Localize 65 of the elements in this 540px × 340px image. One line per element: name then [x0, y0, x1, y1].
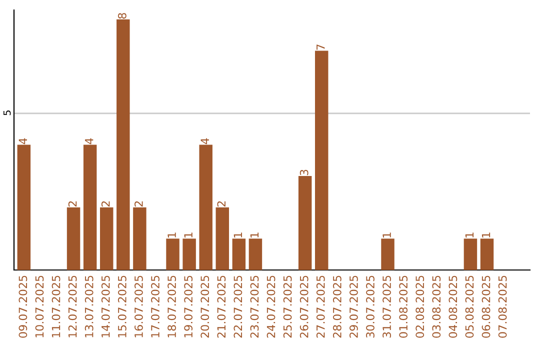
data-label: 1 — [465, 232, 474, 238]
y-tick-label: 5 — [4, 110, 11, 116]
x-tick-label: 27.07.2025 — [316, 276, 325, 338]
x-tick-label: 29.07.2025 — [350, 276, 358, 338]
data-label: 4 — [85, 138, 94, 144]
bar — [315, 50, 328, 270]
x-tick-label: 23.07.2025 — [250, 276, 259, 338]
data-label: 3 — [300, 170, 308, 176]
x-tick-label: 10.07.2025 — [35, 276, 44, 338]
bar — [83, 144, 97, 270]
x-tick-label: 04.08.2025 — [448, 276, 458, 338]
x-tick-label: 12.07.2025 — [68, 276, 77, 338]
x-tick-label: 17.07.2025 — [151, 276, 160, 338]
x-tick-label: 11.07.2025 — [52, 276, 60, 338]
x-tick-label: 07.08.2025 — [498, 276, 507, 338]
x-tick-label: 09.07.2025 — [18, 276, 28, 338]
x-tick-label: 21.07.2025 — [217, 276, 226, 338]
bar — [216, 207, 229, 270]
bar — [133, 207, 146, 270]
bar — [232, 238, 246, 270]
bar — [66, 207, 80, 270]
bar — [298, 176, 312, 270]
data-label: 1 — [250, 232, 259, 238]
x-tick-label: 03.08.2025 — [432, 276, 441, 338]
bar — [248, 238, 262, 270]
bar — [464, 238, 478, 270]
x-tick-label: 28.07.2025 — [332, 276, 342, 338]
data-label: 1 — [382, 232, 391, 238]
x-tick-label: 31.07.2025 — [382, 276, 391, 338]
x-tick-label: 15.07.2025 — [118, 276, 126, 338]
x-tick-label: 25.07.2025 — [283, 276, 292, 338]
data-label: 2 — [134, 201, 143, 207]
data-label: 2 — [68, 201, 77, 207]
bar — [116, 19, 130, 270]
data-label: 1 — [168, 232, 176, 238]
x-tick-label: 05.08.2025 — [465, 276, 474, 338]
data-label: 1 — [184, 232, 192, 238]
bar — [100, 207, 114, 270]
x-tick-label: 13.07.2025 — [84, 276, 94, 338]
x-tick-label: 20.07.2025 — [200, 276, 210, 338]
bar — [199, 144, 212, 270]
data-label: 4 — [18, 138, 27, 144]
bar — [17, 144, 31, 270]
x-tick-label: 18.07.2025 — [168, 276, 176, 338]
bar — [182, 238, 196, 270]
data-label: 7 — [316, 44, 325, 50]
bar — [381, 238, 394, 270]
bar — [166, 238, 180, 270]
x-tick-label: 19.07.2025 — [184, 276, 193, 338]
x-tick-label: 06.08.2025 — [482, 276, 490, 338]
x-tick-label: 30.07.2025 — [366, 276, 374, 338]
x-tick-label: 16.07.2025 — [134, 276, 143, 338]
x-tick-label: 14.07.2025 — [101, 276, 110, 338]
bar — [480, 238, 494, 270]
data-label: 1 — [234, 232, 242, 238]
x-tick-label: 22.07.2025 — [234, 276, 242, 338]
x-tick-label: 26.07.2025 — [300, 276, 308, 338]
data-label: 2 — [217, 201, 226, 207]
data-label: 4 — [200, 138, 209, 144]
x-tick-label: 02.08.2025 — [416, 276, 424, 338]
x-tick-label: 01.08.2025 — [399, 276, 408, 338]
data-label: 1 — [482, 232, 490, 238]
data-label: 2 — [101, 201, 110, 207]
data-label: 8 — [118, 13, 126, 19]
x-tick-label: 24.07.2025 — [266, 276, 276, 338]
